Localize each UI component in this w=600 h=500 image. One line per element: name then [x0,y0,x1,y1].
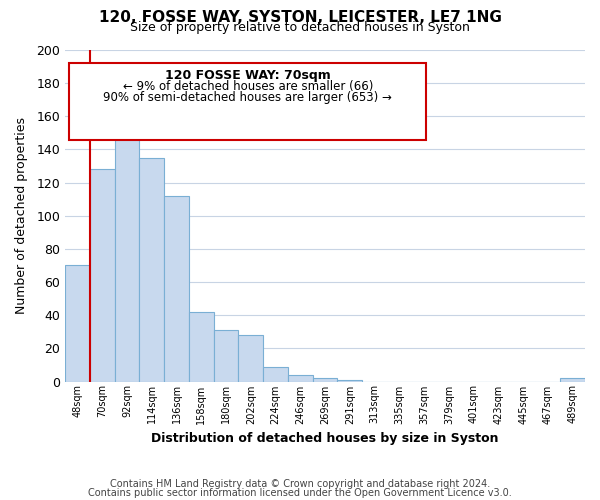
Bar [164,196,189,382]
Y-axis label: Number of detached properties: Number of detached properties [15,118,28,314]
Bar [288,375,313,382]
Text: 90% of semi-detached houses are larger (653) →: 90% of semi-detached houses are larger (… [103,91,392,104]
Text: ← 9% of detached houses are smaller (66): ← 9% of detached houses are smaller (66) [122,80,373,93]
Text: 120 FOSSE WAY: 70sqm: 120 FOSSE WAY: 70sqm [165,69,331,82]
Bar [90,170,115,382]
Text: Contains HM Land Registry data © Crown copyright and database right 2024.: Contains HM Land Registry data © Crown c… [110,479,490,489]
Text: Contains public sector information licensed under the Open Government Licence v3: Contains public sector information licen… [88,488,512,498]
Bar [214,330,238,382]
Bar [263,366,288,382]
X-axis label: Distribution of detached houses by size in Syston: Distribution of detached houses by size … [151,432,499,445]
Text: Size of property relative to detached houses in Syston: Size of property relative to detached ho… [130,21,470,34]
Bar [189,312,214,382]
Bar [337,380,362,382]
Text: 120, FOSSE WAY, SYSTON, LEICESTER, LE7 1NG: 120, FOSSE WAY, SYSTON, LEICESTER, LE7 1… [98,10,502,25]
Bar [115,112,139,382]
Bar [560,378,585,382]
Bar [238,335,263,382]
Bar [139,158,164,382]
Bar [313,378,337,382]
Bar [65,266,90,382]
